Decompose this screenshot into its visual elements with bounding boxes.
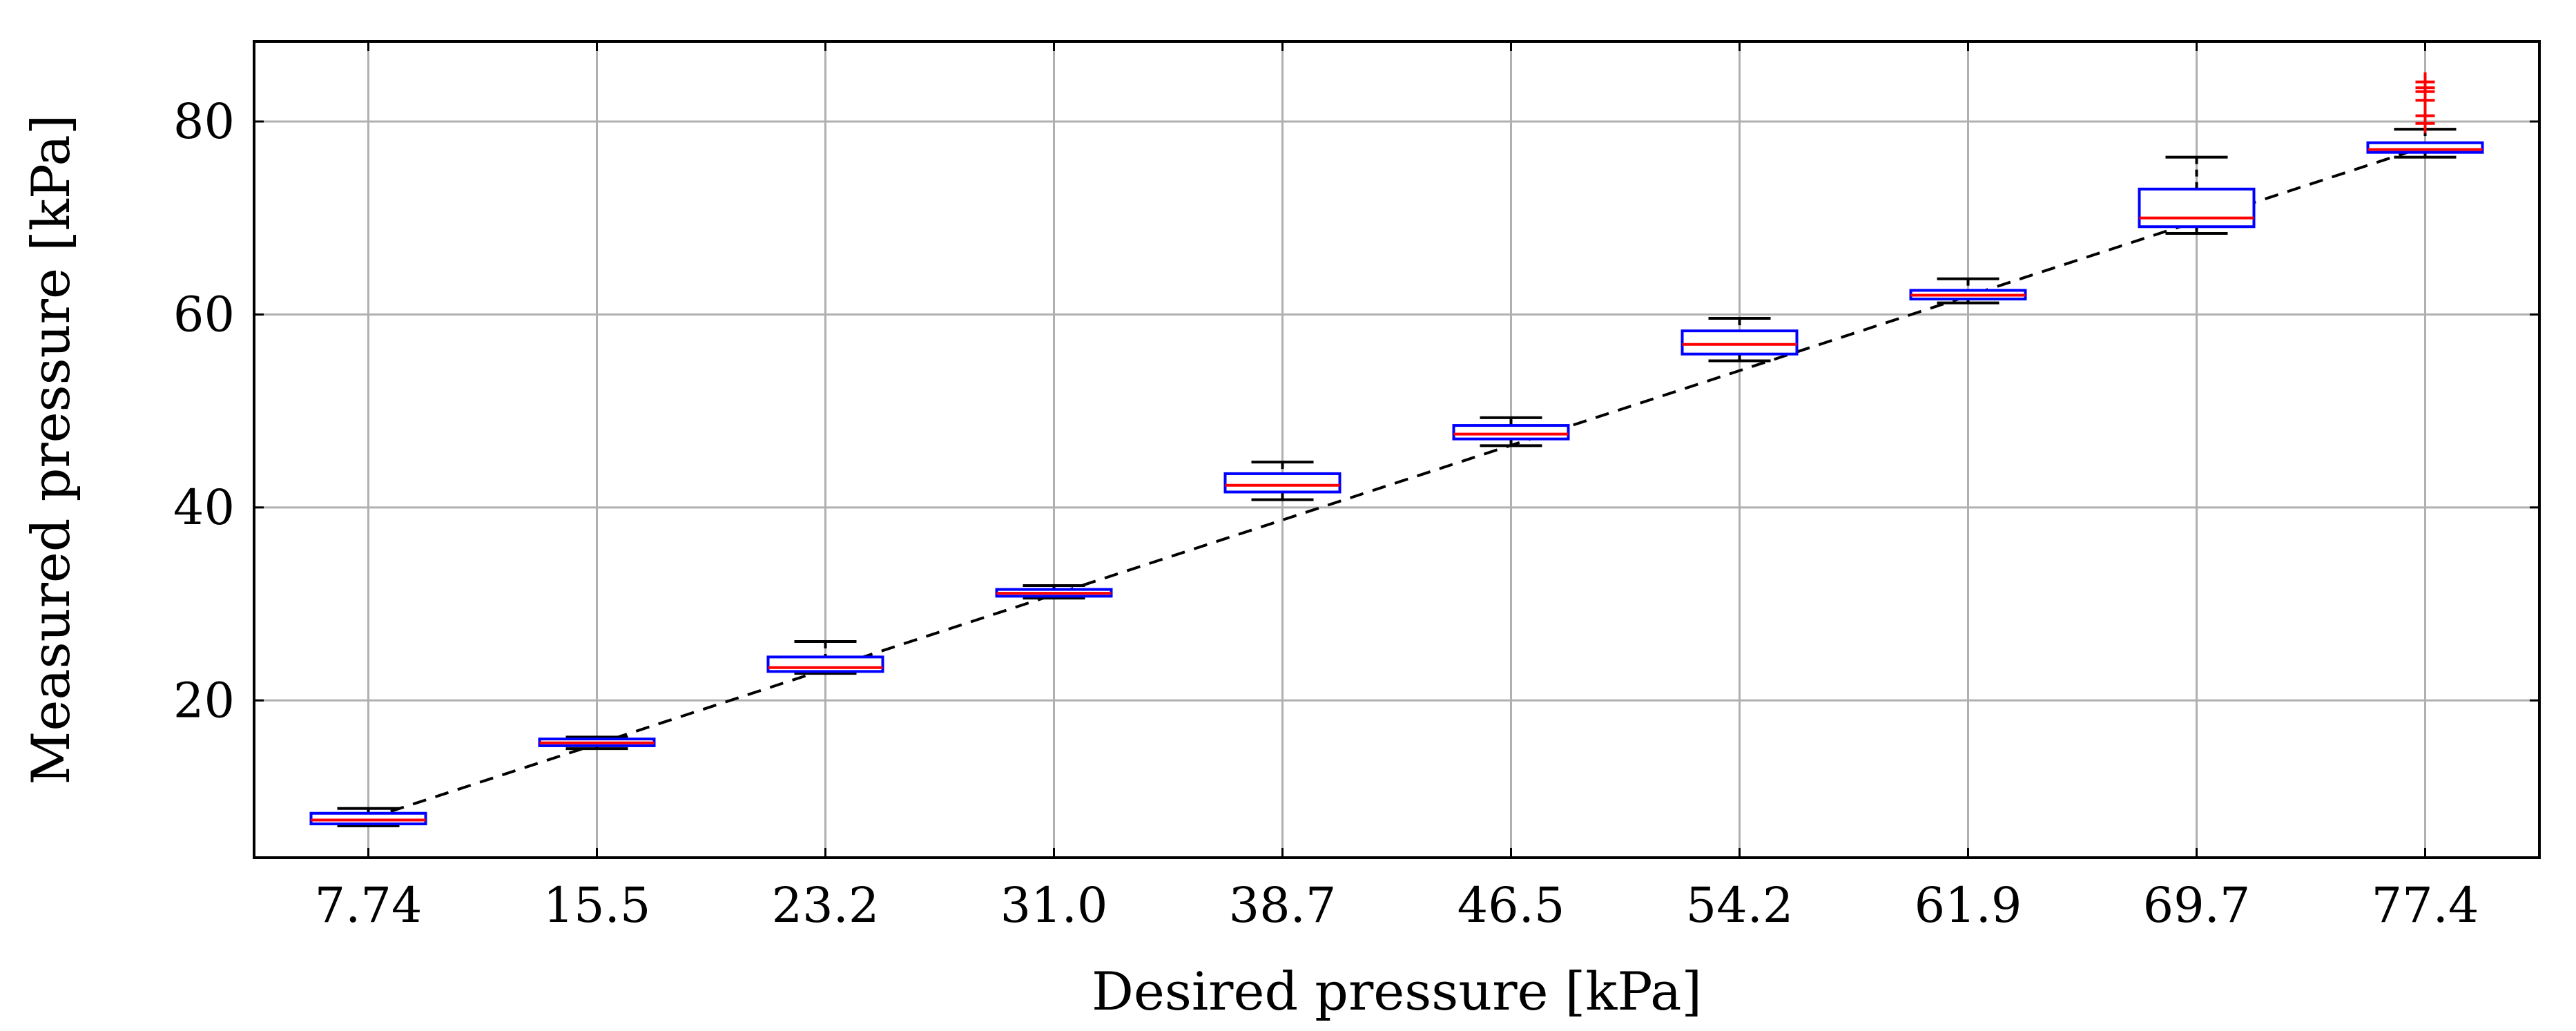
x-axis-title: Desired pressure [kPa] [1092, 961, 1702, 1022]
box-61-9 [1909, 277, 2027, 305]
box-7-74 [309, 807, 427, 827]
reference-dashed-line [367, 145, 2426, 820]
box-body [2366, 141, 2484, 154]
y-tick-label: 40 [173, 479, 235, 536]
box-body [309, 811, 427, 826]
box-15-5 [538, 735, 656, 751]
box-body [766, 655, 884, 673]
x-tick-label: 7.74 [315, 877, 423, 934]
box-23-2 [766, 640, 884, 675]
box-38-7 [1223, 461, 1342, 501]
box-body [1452, 424, 1570, 441]
box-46-5 [1452, 416, 1570, 447]
box-69-7 [2138, 155, 2256, 235]
x-tick-label: 54.2 [1686, 877, 1794, 934]
x-tick-label: 15.5 [543, 877, 651, 934]
box-body [1681, 329, 1799, 356]
y-tick-label: 80 [173, 93, 235, 150]
tick-labels-layer: 7.74 15.5 23.2 31.0 38.7 46.5 54.2 61.9 69.7 77.4… [173, 41, 2539, 934]
plot-frame [253, 40, 2541, 859]
box-77-4 [2366, 72, 2484, 159]
x-tick-label: 69.7 [2143, 877, 2251, 934]
box-54-2 [1681, 316, 1799, 363]
x-tick-label: 38.7 [1229, 877, 1337, 934]
y-tick-label: 20 [173, 672, 235, 729]
x-tick-label: 61.9 [1915, 877, 2022, 934]
reference-line-layer [367, 145, 2426, 820]
x-tick-label: 46.5 [1458, 877, 1565, 934]
y-tick-label: 60 [173, 286, 235, 343]
x-tick-label: 23.2 [772, 877, 880, 934]
x-tick-label: 77.4 [2372, 877, 2479, 934]
x-tick-label: 31.0 [1000, 877, 1108, 934]
box-body [1223, 472, 1342, 494]
boxes-layer [309, 72, 2484, 827]
box-31-0 [995, 584, 1113, 600]
box-body [2138, 187, 2256, 229]
y-axis-title: Measured pressure [kPa] [20, 115, 81, 785]
grid-lines [254, 41, 2539, 858]
